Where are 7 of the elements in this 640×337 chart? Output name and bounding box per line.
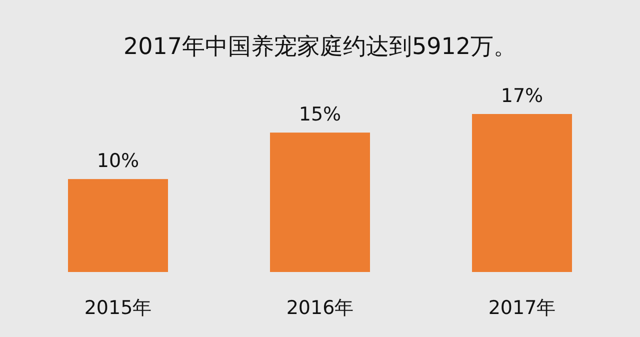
x-tick-label: 2016年	[286, 297, 354, 319]
x-tick-label: 2017年	[488, 297, 556, 319]
data-label: 17%	[500, 85, 544, 107]
x-tick-label: 2015年	[84, 297, 152, 319]
chart-title: 2017年中国养宠家庭约达到5912万。	[123, 34, 517, 60]
data-label: 15%	[298, 104, 342, 126]
data-label: 10%	[96, 150, 140, 172]
